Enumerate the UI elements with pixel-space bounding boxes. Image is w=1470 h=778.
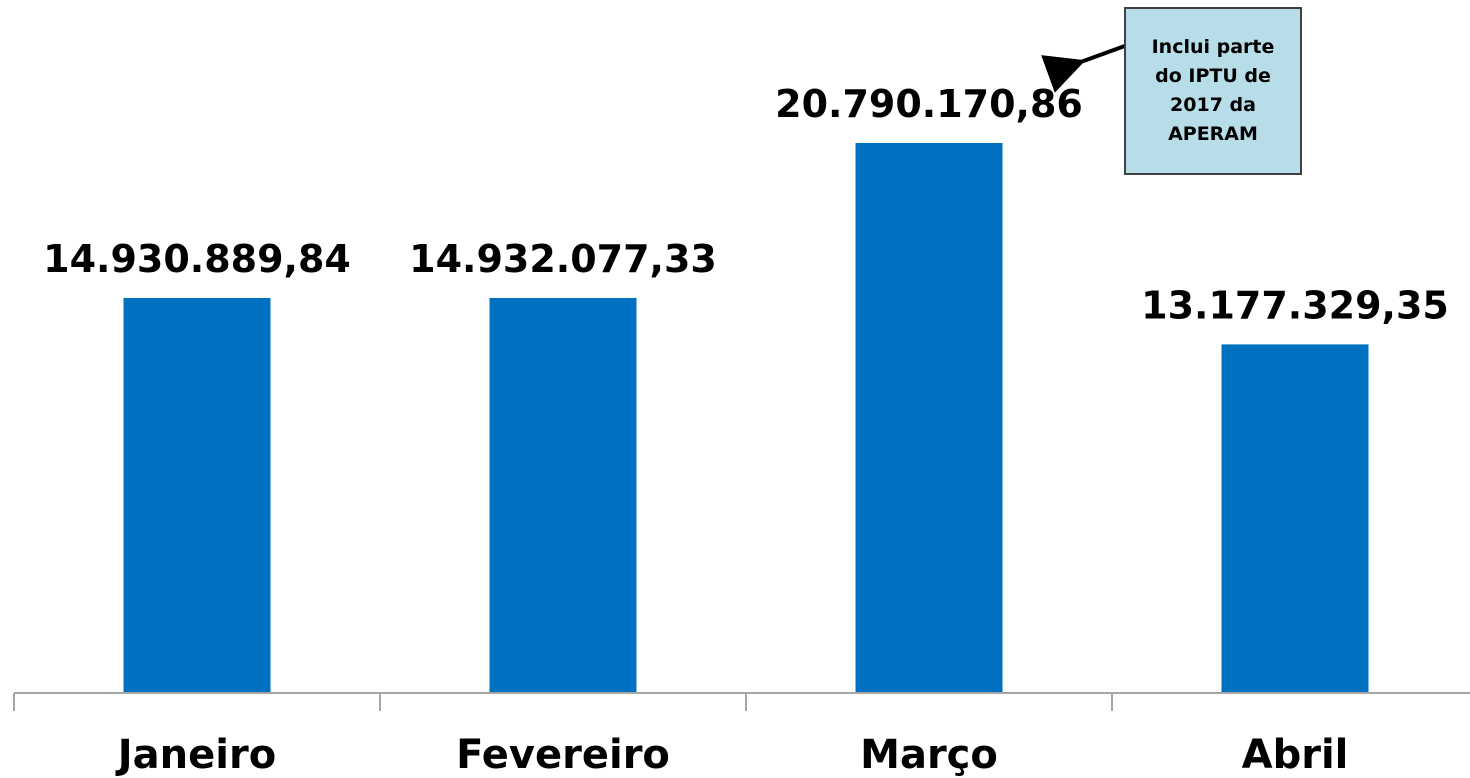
bar-abril bbox=[1221, 344, 1369, 693]
category-label-fevereiro: Fevereiro bbox=[456, 732, 670, 778]
bar-fevereiro bbox=[489, 297, 637, 693]
bar-janeiro bbox=[123, 298, 271, 693]
category-label-marco: Março bbox=[860, 732, 998, 778]
value-label-marco: 20.790.170,86 bbox=[775, 82, 1083, 126]
x-axis bbox=[13, 692, 1470, 711]
value-label-abril: 13.177.329,35 bbox=[1141, 283, 1449, 327]
bar-marco bbox=[855, 142, 1003, 693]
value-label-janeiro: 14.930.889,84 bbox=[43, 237, 351, 281]
callout-arrow bbox=[1041, 41, 1134, 93]
annotation-callout: Inclui parte do IPTU de 2017 da APERAM bbox=[1124, 7, 1302, 175]
value-label-fevereiro: 14.932.077,33 bbox=[409, 237, 717, 281]
value-labels: 14.930.889,84 14.932.077,33 20.790.170,86 1… bbox=[43, 82, 1449, 327]
category-label-janeiro: Janeiro bbox=[115, 732, 276, 778]
annotation-text: Inclui parte do IPTU de 2017 da APERAM bbox=[1151, 36, 1275, 145]
category-label-abril: Abril bbox=[1242, 732, 1349, 778]
category-labels: Janeiro Fevereiro Março Abril bbox=[115, 732, 1349, 778]
bars bbox=[123, 142, 1369, 693]
